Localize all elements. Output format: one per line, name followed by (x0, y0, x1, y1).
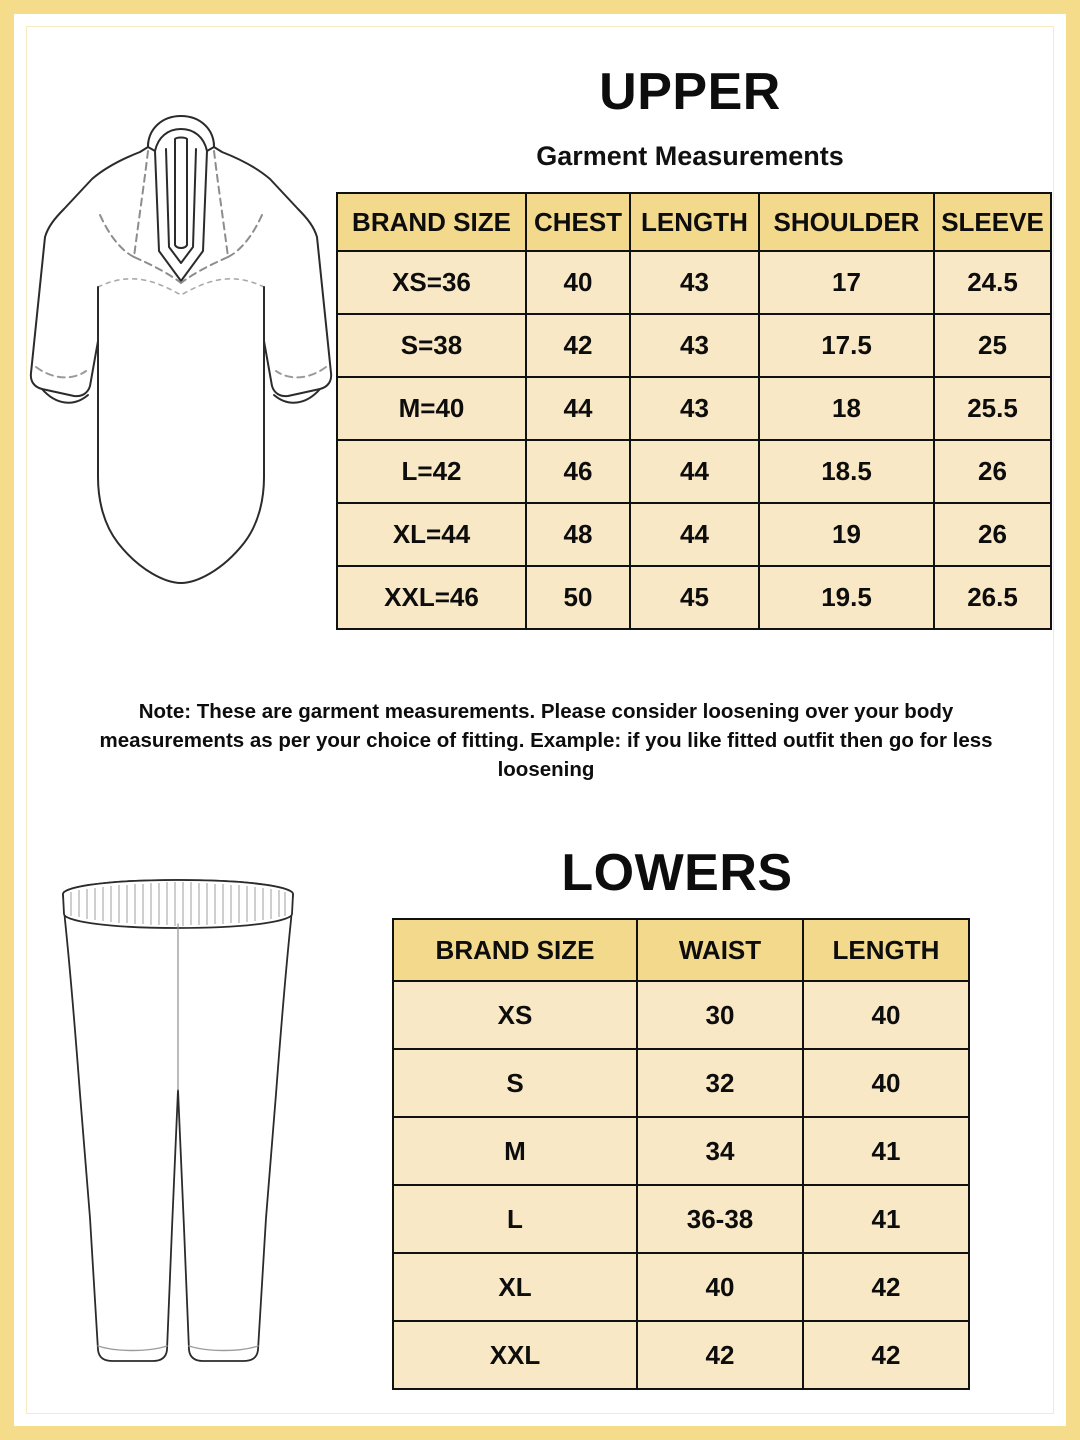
cell-waist: 34 (636, 1116, 804, 1186)
cell-brand-size: M (392, 1116, 638, 1186)
cell-shoulder: 17.5 (758, 313, 935, 378)
cell-waist: 42 (636, 1320, 804, 1390)
cell-length: 41 (802, 1184, 970, 1254)
measurement-note: Note: These are garment measurements. Pl… (66, 697, 1026, 784)
table-row: L=42 46 44 18.5 26 (336, 439, 1052, 504)
cell-brand-size: XXL (392, 1320, 638, 1390)
cell-length: 44 (629, 439, 760, 504)
upper-section-subtitle: Garment Measurements (536, 141, 844, 171)
cell-chest: 46 (525, 439, 631, 504)
cell-chest: 40 (525, 250, 631, 315)
cell-chest: 48 (525, 502, 631, 567)
cell-waist: 40 (636, 1252, 804, 1322)
column-header-sleeve: SLEEVE (933, 192, 1052, 252)
cell-length: 40 (802, 1048, 970, 1118)
cell-length: 42 (802, 1252, 970, 1322)
cell-sleeve: 25 (933, 313, 1052, 378)
column-header-chest: CHEST (525, 192, 631, 252)
cell-chest: 50 (525, 565, 631, 630)
table-row: XL 40 42 (392, 1252, 970, 1322)
cell-sleeve: 26 (933, 502, 1052, 567)
cell-brand-size: XL (392, 1252, 638, 1322)
cell-shoulder: 18 (758, 376, 935, 441)
cell-chest: 42 (525, 313, 631, 378)
column-header-length: LENGTH (802, 918, 970, 982)
cell-length: 45 (629, 565, 760, 630)
table-row: XXL=46 50 45 19.5 26.5 (336, 565, 1052, 630)
cell-shoulder: 17 (758, 250, 935, 315)
cell-brand-size: S=38 (336, 313, 527, 378)
cell-brand-size: L=42 (336, 439, 527, 504)
column-header-brand-size: BRAND SIZE (336, 192, 527, 252)
cell-brand-size: M=40 (336, 376, 527, 441)
cell-length: 44 (629, 502, 760, 567)
cell-brand-size: XXL=46 (336, 565, 527, 630)
table-row: S 32 40 (392, 1048, 970, 1118)
table-header-row: BRAND SIZE WAIST LENGTH (392, 918, 970, 982)
table-row: M=40 44 43 18 25.5 (336, 376, 1052, 441)
table-row: XXL 42 42 (392, 1320, 970, 1390)
table-header-row: BRAND SIZE CHEST LENGTH SHOULDER SLEEVE (336, 192, 1052, 252)
note-line-2: as per your choice of fitting. Example: … (249, 729, 993, 781)
cell-brand-size: XS (392, 980, 638, 1050)
cell-waist: 30 (636, 980, 804, 1050)
table-row: XS 30 40 (392, 980, 970, 1050)
table-row: S=38 42 43 17.5 25 (336, 313, 1052, 378)
cell-length: 40 (802, 980, 970, 1050)
pajama-line-drawing (62, 879, 294, 1362)
lowers-section-title: LOWERS (561, 844, 793, 902)
cell-length: 43 (629, 250, 760, 315)
cell-sleeve: 26 (933, 439, 1052, 504)
cell-brand-size: XL=44 (336, 502, 527, 567)
column-header-shoulder: SHOULDER (758, 192, 935, 252)
cell-length: 43 (629, 313, 760, 378)
cell-waist: 36-38 (636, 1184, 804, 1254)
cell-shoulder: 19 (758, 502, 935, 567)
table-row: XS=36 40 43 17 24.5 (336, 250, 1052, 315)
column-header-length: LENGTH (629, 192, 760, 252)
table-row: XL=44 48 44 19 26 (336, 502, 1052, 567)
cell-brand-size: XS=36 (336, 250, 527, 315)
cell-sleeve: 26.5 (933, 565, 1052, 630)
cell-brand-size: L (392, 1184, 638, 1254)
cell-shoulder: 18.5 (758, 439, 935, 504)
cell-waist: 32 (636, 1048, 804, 1118)
cell-length: 42 (802, 1320, 970, 1390)
column-header-brand-size: BRAND SIZE (392, 918, 638, 982)
cell-length: 43 (629, 376, 760, 441)
cell-brand-size: S (392, 1048, 638, 1118)
kurta-line-drawing (29, 115, 333, 584)
note-line-1: Note: These are garment measurements. Pl… (99, 700, 954, 752)
table-row: L 36-38 41 (392, 1184, 970, 1254)
upper-size-table: BRAND SIZE CHEST LENGTH SHOULDER SLEEVE … (336, 192, 1052, 630)
upper-section-title: UPPER (599, 63, 781, 121)
table-row: M 34 41 (392, 1116, 970, 1186)
cell-chest: 44 (525, 376, 631, 441)
cell-sleeve: 24.5 (933, 250, 1052, 315)
column-header-waist: WAIST (636, 918, 804, 982)
lowers-size-table: BRAND SIZE WAIST LENGTH XS 30 40 S 32 40… (392, 918, 970, 1390)
cell-shoulder: 19.5 (758, 565, 935, 630)
cell-sleeve: 25.5 (933, 376, 1052, 441)
cell-length: 41 (802, 1116, 970, 1186)
